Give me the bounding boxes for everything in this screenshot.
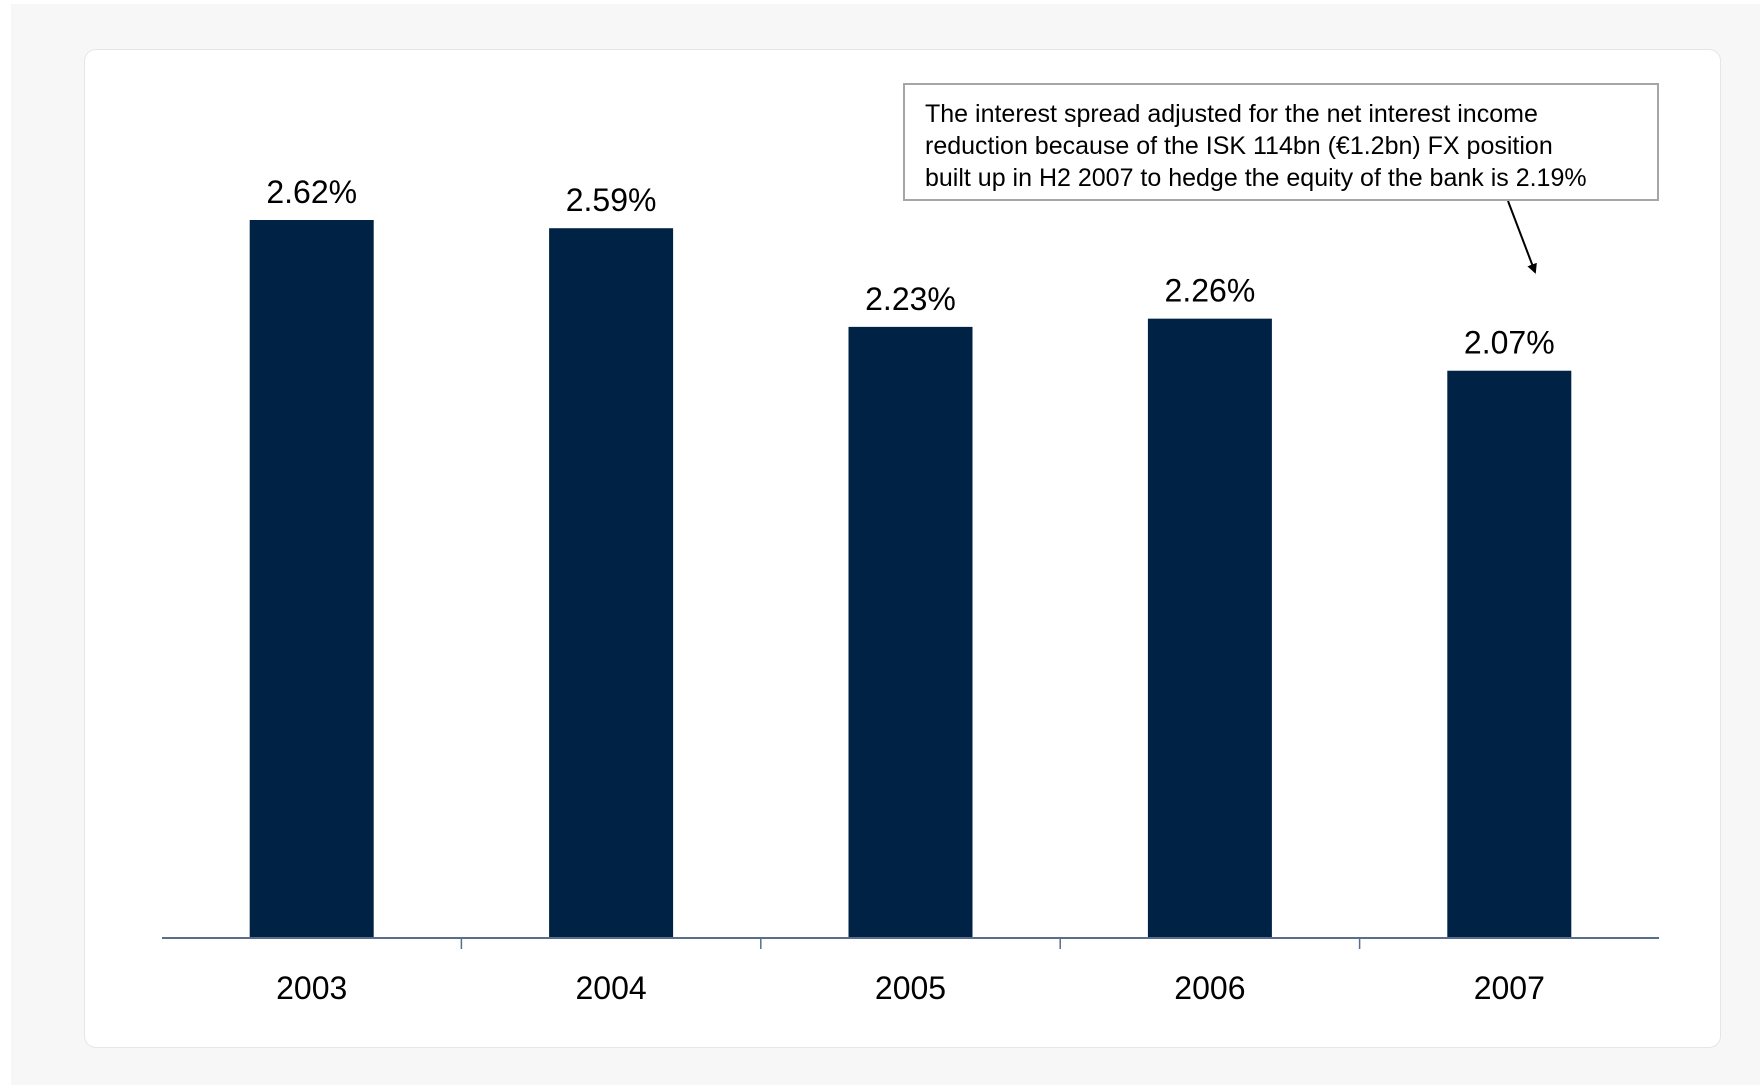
category-label-2004: 2004: [576, 970, 647, 1006]
x-axis-tick-labels: 2003 2004 2005 2006 2007: [276, 970, 1545, 1006]
bar-2005: [848, 326, 973, 938]
x-axis-ticks: [460, 938, 1361, 949]
value-label-2003: 2.62%: [266, 174, 357, 210]
annotation-line-3: built up in H2 2007 to hedge the equity …: [925, 164, 1587, 192]
category-label-2006: 2006: [1174, 970, 1245, 1006]
bar-2004: [549, 228, 674, 938]
category-label-2005: 2005: [875, 970, 946, 1006]
bar-2006: [1147, 318, 1272, 938]
value-label-2006: 2.26%: [1165, 273, 1256, 309]
annotation-line-1: The interest spread adjusted for the net…: [925, 100, 1538, 128]
value-label-2004: 2.59%: [566, 182, 657, 218]
bar-2007: [1447, 370, 1572, 938]
bars-layer: [249, 220, 1572, 938]
annotation-line-2: reduction because of the ISK 114bn (€1.2…: [925, 132, 1553, 160]
annotation-callout: The interest spread adjusted for the net…: [903, 83, 1659, 201]
category-label-2007: 2007: [1474, 970, 1545, 1006]
annotation-arrow: [1507, 200, 1537, 274]
value-label-2005: 2.23%: [865, 281, 956, 317]
category-label-2003: 2003: [276, 970, 347, 1006]
value-labels-layer: 2.62% 2.59% 2.23% 2.26% 2.07%: [266, 174, 1554, 361]
value-label-2007: 2.07%: [1464, 325, 1555, 361]
bar-2003: [249, 220, 374, 938]
